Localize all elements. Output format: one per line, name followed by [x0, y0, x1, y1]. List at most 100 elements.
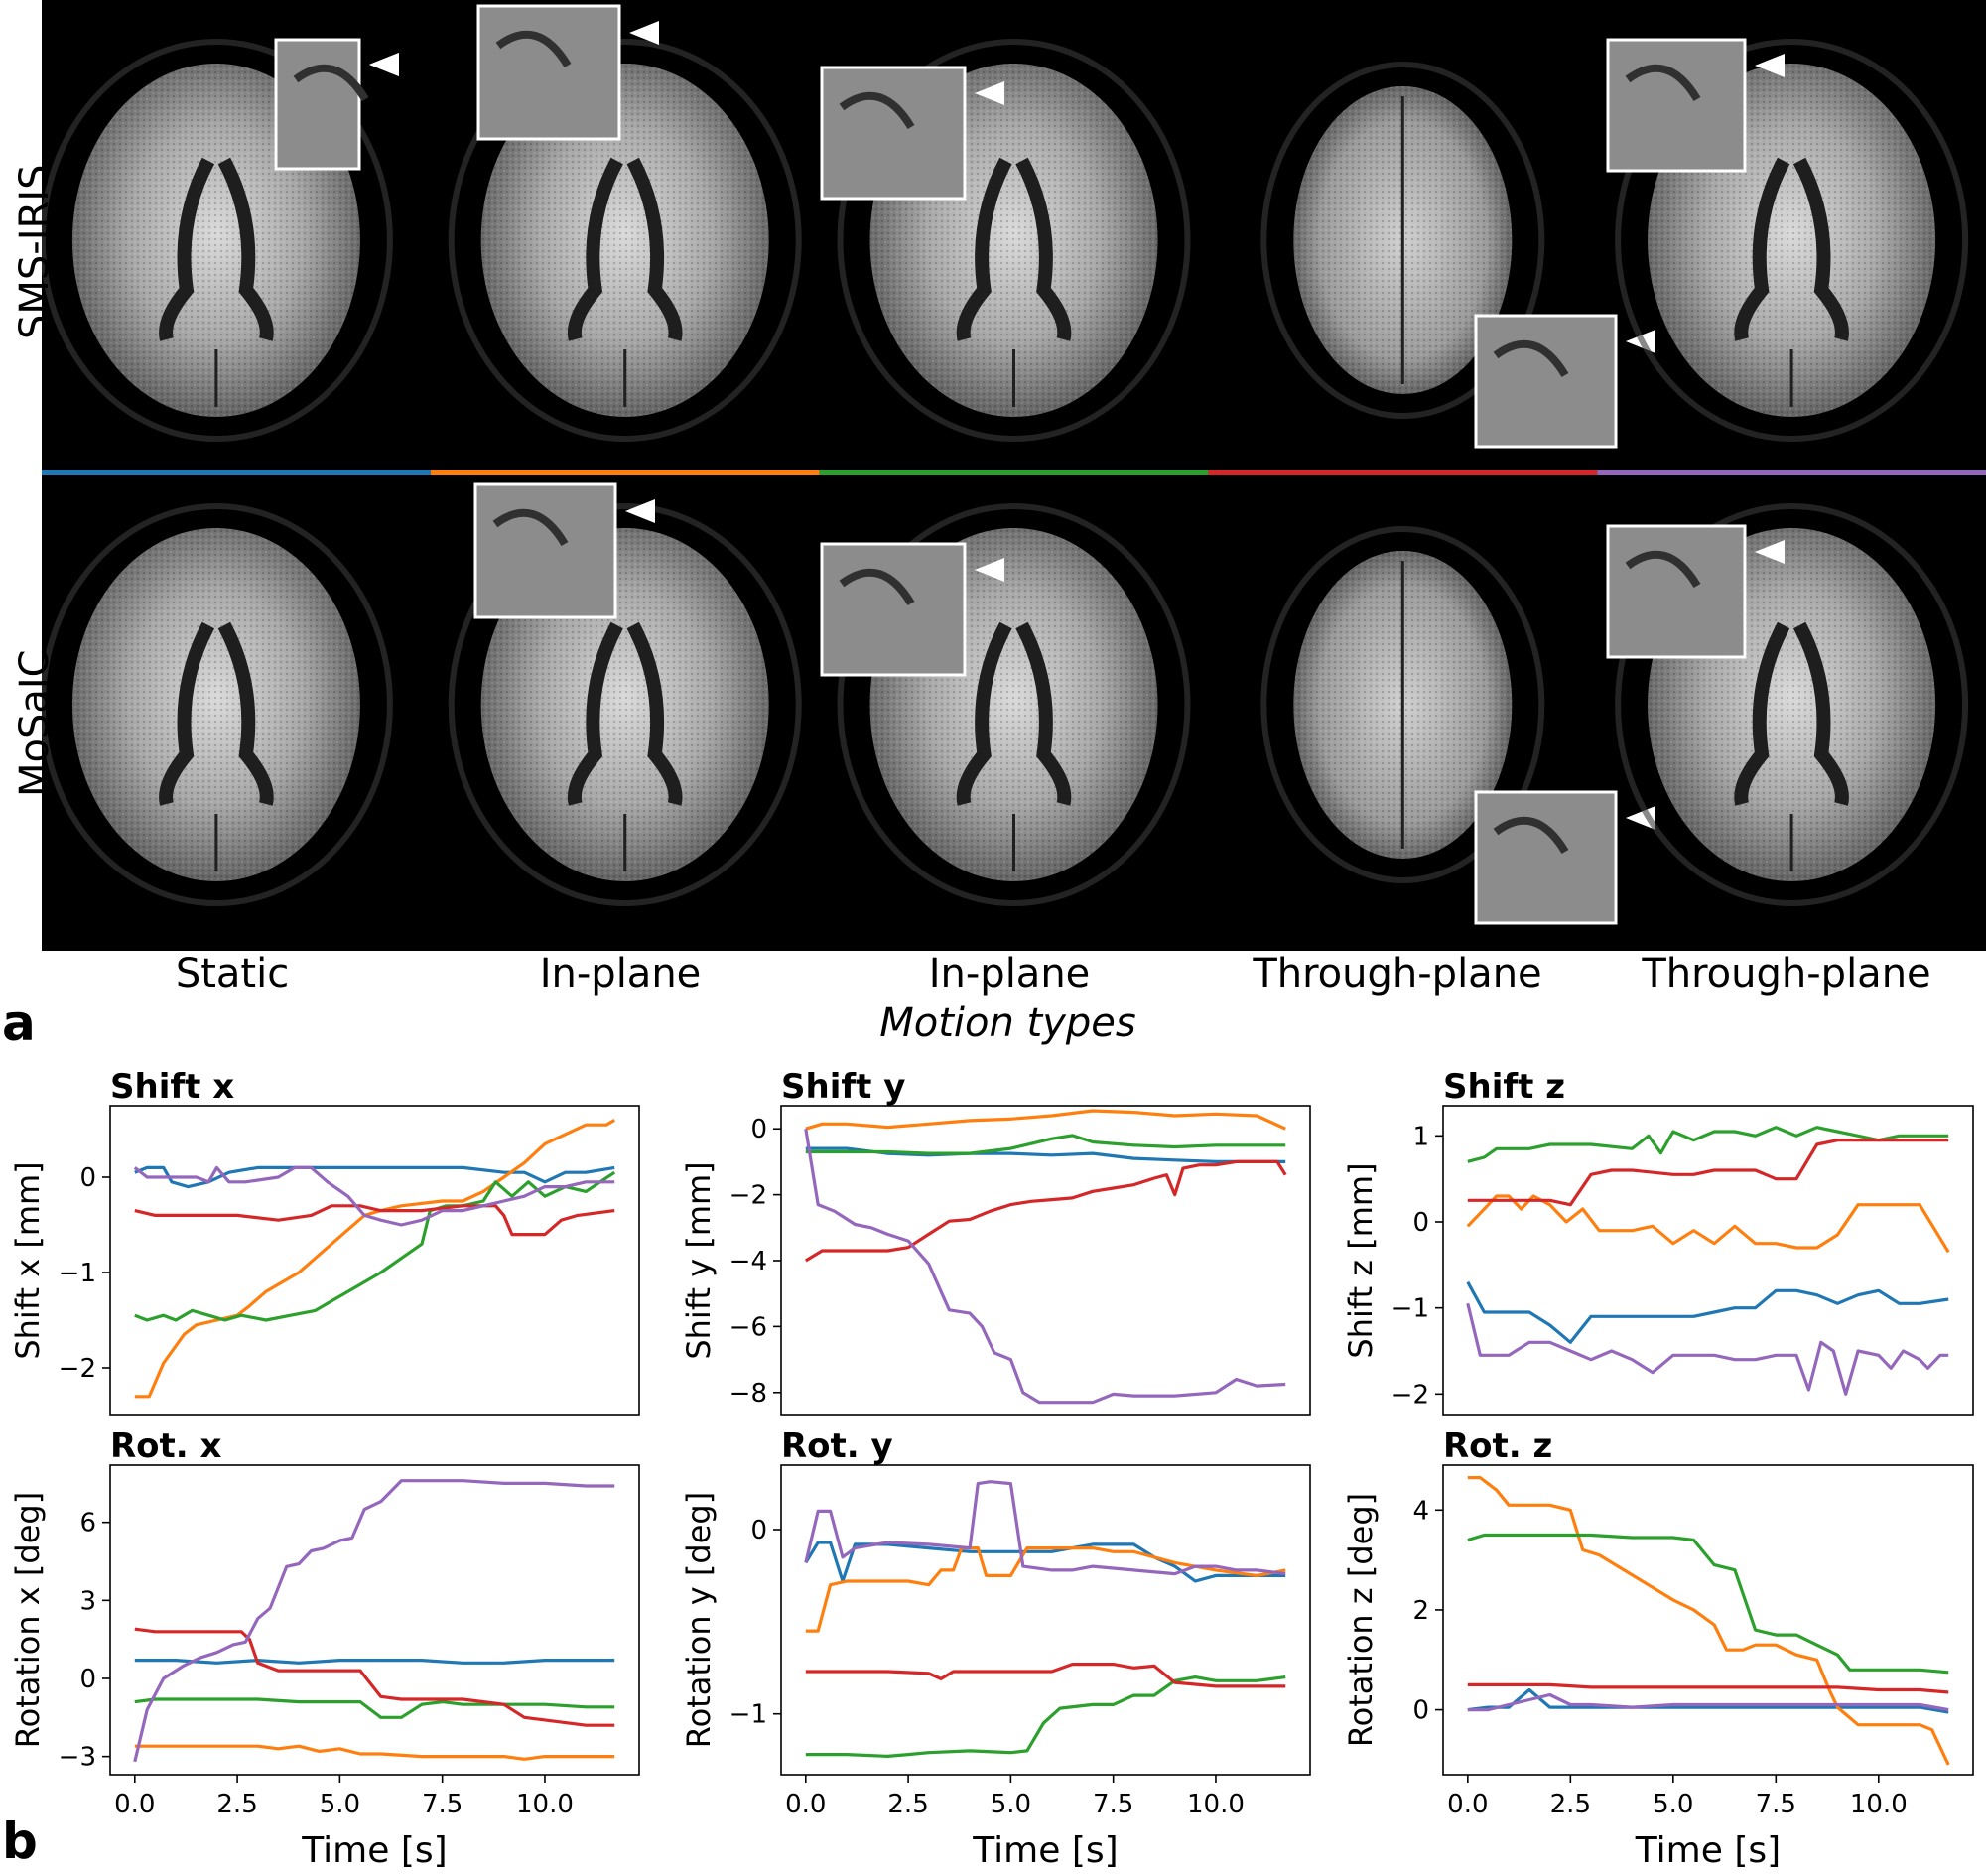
chart-5: Rot. y −1 0 0.0 2.5 5.0 7.5 10.0 Rotation y [deg…: [680, 1426, 1311, 1871]
x-axis-label: Time [s]: [301, 1830, 447, 1871]
x-tick-label: 2.5: [216, 1790, 257, 1819]
zoom-inset: [1606, 38, 1747, 173]
ventricle-left: [159, 621, 215, 806]
zoom-inset: [476, 4, 621, 141]
motion-type-color-bar: [1208, 470, 1598, 475]
zoom-detail: [1625, 550, 1701, 589]
y-tick-label: 0: [750, 1115, 767, 1144]
brain-slice: [1260, 526, 1655, 925]
y-tick-label: 0: [79, 1163, 96, 1193]
series-line: [134, 1170, 616, 1322]
zoom-inset: [1606, 524, 1747, 659]
y-tick-label: −8: [729, 1379, 767, 1408]
series-line: [133, 1479, 615, 1763]
y-tick-label: −1: [1391, 1294, 1429, 1324]
brain-slice: [820, 503, 1191, 906]
y-tick-label: 0: [79, 1665, 96, 1694]
y-axis-label: Rotation z [deg]: [1342, 1493, 1380, 1747]
ventricle-left: [1734, 621, 1790, 806]
chart-2: Shift y −8 −6 −4 −2 0 Shift y [mm]: [680, 1067, 1311, 1416]
row-label-mosaic: MoSaIC: [12, 649, 58, 797]
ventricle-left: [567, 157, 623, 341]
y-tick-label: 1: [1412, 1122, 1429, 1151]
column-label-through-plane-2: Through-plane: [1642, 951, 1931, 997]
x-tick-label: 0.0: [1447, 1790, 1488, 1819]
y-tick-label: −6: [729, 1312, 767, 1342]
zoom-inset: [1474, 314, 1618, 449]
motion-type-color-bar: [1597, 470, 1986, 475]
series-line: [133, 1165, 615, 1227]
y-tick-label: −2: [59, 1354, 96, 1384]
skull-ring: [1260, 526, 1545, 883]
zoom-detail: [839, 568, 915, 606]
motion-plots: Shift x −2 −1 0 Shift x [mm] Shift y −8 −6 −4 −2 0…: [9, 1067, 1974, 1871]
skull-ring: [1615, 39, 1969, 442]
y-tick-label: 4: [1412, 1496, 1429, 1526]
chart-title: Rot. x: [110, 1426, 222, 1466]
x-tick-label: 7.5: [1756, 1790, 1796, 1819]
series-line: [1467, 1687, 1949, 1714]
y-tick-label: 6: [79, 1509, 96, 1539]
motion-type-color-bar: [42, 470, 431, 475]
skull-ring: [42, 503, 393, 906]
series-line: [134, 1627, 615, 1727]
series-line: [805, 1134, 1286, 1155]
y-tick-label: −2: [729, 1181, 767, 1211]
x-tick-label: 2.5: [887, 1790, 928, 1819]
column-label-static: Static: [175, 951, 290, 997]
plot-frame: [1442, 1464, 1974, 1776]
brain-texture: [480, 64, 769, 417]
x-tick-label: 7.5: [1093, 1790, 1133, 1819]
chart-4: Rot. x −3 0 3 6 0.0 2.5 5.0 7.5 10.0 Rotation x [d…: [9, 1426, 640, 1871]
y-tick-label: 0: [1412, 1208, 1429, 1238]
x-axis-label: Time [s]: [1635, 1830, 1781, 1871]
y-axis-label: Shift z [mm]: [1342, 1162, 1380, 1358]
x-tick-label: 0.0: [114, 1790, 155, 1819]
zoom-inset: [274, 38, 361, 171]
arrowhead-marker: [1755, 540, 1785, 564]
arrowhead-marker: [629, 21, 659, 45]
plot-frame: [109, 1105, 640, 1416]
series-line: [804, 1159, 1287, 1263]
ventricle-left: [1734, 157, 1790, 341]
y-tick-label: 3: [79, 1586, 96, 1616]
series-line: [134, 1744, 615, 1761]
panel-letter-a: a: [2, 995, 36, 1052]
chart-title: Shift y: [781, 1067, 905, 1107]
skull-ring: [837, 503, 1191, 906]
ventricle-left: [956, 157, 1012, 341]
y-tick-label: 2: [1412, 1596, 1429, 1626]
zoom-detail: [495, 30, 572, 68]
arrowhead-marker: [975, 558, 1004, 582]
series-line: [134, 1697, 615, 1719]
series-line: [805, 1546, 1286, 1633]
skull-ring: [1615, 503, 1969, 906]
y-axis-label: Rotation x [deg]: [9, 1492, 47, 1748]
brain-slice: [448, 4, 802, 442]
x-tick-label: 2.5: [1550, 1790, 1591, 1819]
series-line: [804, 1128, 1286, 1405]
x-tick-label: 10.0: [516, 1790, 574, 1819]
series-line: [134, 1119, 616, 1399]
series-line: [1467, 1682, 1949, 1694]
ventricle-right: [1015, 157, 1072, 341]
chart-title: Rot. z: [1443, 1426, 1552, 1466]
series-line: [1467, 1476, 1950, 1766]
x-tick-label: 7.5: [422, 1790, 463, 1819]
brain-slice: [1606, 503, 1969, 906]
skull-ring: [837, 39, 1191, 442]
x-tick-label: 5.0: [320, 1790, 360, 1819]
x-tick-label: 0.0: [785, 1790, 826, 1819]
column-label-in-plane-1: In-plane: [539, 951, 702, 997]
ventricle-right: [626, 621, 683, 806]
brain-slice: [820, 39, 1191, 442]
brain-slice: [42, 38, 399, 906]
x-tick-label: 5.0: [991, 1790, 1031, 1819]
y-tick-label: 0: [750, 1516, 767, 1545]
zoom-inset: [820, 542, 967, 677]
skull-ring: [448, 503, 802, 906]
plot-frame: [1442, 1105, 1974, 1416]
plot-frame: [780, 1464, 1311, 1776]
series-line: [1467, 1533, 1949, 1675]
column-label-in-plane-2: In-plane: [928, 951, 1091, 997]
